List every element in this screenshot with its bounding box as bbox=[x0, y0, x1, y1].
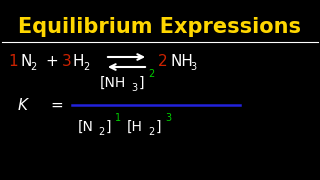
Text: 3: 3 bbox=[190, 62, 196, 72]
Text: 2: 2 bbox=[83, 62, 89, 72]
Text: [NH: [NH bbox=[100, 76, 126, 90]
Text: [N: [N bbox=[78, 120, 94, 134]
Text: ]: ] bbox=[106, 120, 111, 134]
Text: H: H bbox=[73, 55, 84, 69]
Text: 3: 3 bbox=[165, 113, 171, 123]
Text: N: N bbox=[20, 55, 31, 69]
Text: 1: 1 bbox=[8, 55, 18, 69]
Text: ]: ] bbox=[156, 120, 162, 134]
Text: 2: 2 bbox=[158, 55, 168, 69]
Text: 3: 3 bbox=[131, 83, 137, 93]
Text: K: K bbox=[18, 98, 28, 112]
Text: [H: [H bbox=[127, 120, 143, 134]
Text: 2: 2 bbox=[30, 62, 36, 72]
Text: 2: 2 bbox=[98, 127, 104, 137]
Text: 3: 3 bbox=[62, 55, 72, 69]
Text: 1: 1 bbox=[115, 113, 121, 123]
Text: 2: 2 bbox=[148, 69, 154, 79]
Text: =: = bbox=[50, 98, 63, 112]
Text: ]: ] bbox=[139, 76, 145, 90]
Text: 2: 2 bbox=[148, 127, 154, 137]
Text: +: + bbox=[45, 55, 58, 69]
Text: NH: NH bbox=[170, 55, 193, 69]
Text: Equilibrium Expressions: Equilibrium Expressions bbox=[19, 17, 301, 37]
